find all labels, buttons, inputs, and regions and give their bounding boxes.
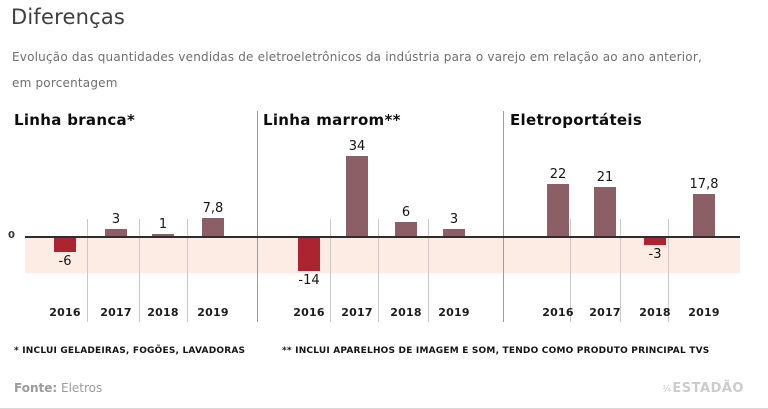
group-title: Linha marrom** xyxy=(263,111,401,129)
year-label: 2017 xyxy=(341,306,373,319)
year-gridline xyxy=(620,219,621,322)
year-label: 2019 xyxy=(197,306,229,319)
value-label: 17,8 xyxy=(689,177,719,192)
year-gridline xyxy=(87,219,88,322)
source-label: Fonte: xyxy=(14,381,58,395)
year-label: 2019 xyxy=(688,306,720,319)
year-label: 2016 xyxy=(49,306,81,319)
year-label: 2017 xyxy=(589,306,621,319)
bar-2018 xyxy=(644,238,666,245)
year-label: 2018 xyxy=(390,306,422,319)
value-label: 34 xyxy=(348,139,366,154)
value-label: 22 xyxy=(549,167,567,182)
year-gridline xyxy=(570,219,571,322)
bar-2016 xyxy=(54,238,76,252)
value-label: 21 xyxy=(596,170,614,185)
brand-logo: ¾ESTADÃO xyxy=(662,381,744,396)
year-label: 2018 xyxy=(639,306,671,319)
bar-2017 xyxy=(346,156,368,236)
brand-name: ESTADÃO xyxy=(672,381,744,396)
year-label: 2016 xyxy=(542,306,574,319)
subtitle-line-2: em porcentagem xyxy=(12,76,118,90)
bar-2018 xyxy=(152,234,174,236)
year-gridline xyxy=(378,219,379,322)
subtitle-line-1: Evolução das quantidades vendidas de ele… xyxy=(12,50,702,64)
chart-subtitle: Evolução das quantidades vendidas de ele… xyxy=(12,44,702,96)
source-value: Eletros xyxy=(61,381,103,395)
footnote-white-goods: * INCLUI GELADEIRAS, FOGÕES, LAVADORAS xyxy=(14,346,246,356)
source-credit: Fonte: Eletros xyxy=(14,381,102,395)
year-gridline xyxy=(668,219,669,322)
bar-2017 xyxy=(594,187,616,236)
negative-zone-band xyxy=(25,238,740,273)
value-label: -14 xyxy=(298,273,320,288)
footnote-brown-goods: ** INCLUI APARELHOS DE IMAGEM E SOM, TEN… xyxy=(282,346,710,356)
bar-2018 xyxy=(395,222,417,236)
value-label: 1 xyxy=(158,217,168,232)
zero-axis-line xyxy=(25,236,740,238)
year-gridline xyxy=(187,219,188,322)
year-gridline xyxy=(139,219,140,322)
bar-2016 xyxy=(298,238,320,271)
bar-2019 xyxy=(202,218,224,236)
bar-2019 xyxy=(693,194,715,236)
year-gridline xyxy=(330,219,331,322)
group-title: Linha branca* xyxy=(14,111,136,129)
value-label: 6 xyxy=(401,205,411,220)
group-divider xyxy=(503,111,504,322)
value-label: 7,8 xyxy=(202,201,224,216)
value-label: 3 xyxy=(449,212,459,227)
year-gridline xyxy=(428,219,429,322)
value-label: -3 xyxy=(648,247,662,262)
year-label: 2018 xyxy=(147,306,179,319)
zero-axis-label: 0 xyxy=(8,230,15,241)
year-label: 2016 xyxy=(293,306,325,319)
brand-mark-icon: ¾ xyxy=(662,385,672,395)
group-divider xyxy=(257,111,258,322)
value-label: 3 xyxy=(111,212,121,227)
page-title: Diferenças xyxy=(11,5,126,29)
value-label: -6 xyxy=(58,254,72,269)
year-label: 2017 xyxy=(100,306,132,319)
bar-2016 xyxy=(547,184,569,236)
year-label: 2019 xyxy=(438,306,470,319)
bar-2017 xyxy=(105,229,127,236)
bar-2019 xyxy=(443,229,465,236)
group-title: Eletroportáteis xyxy=(510,111,643,129)
